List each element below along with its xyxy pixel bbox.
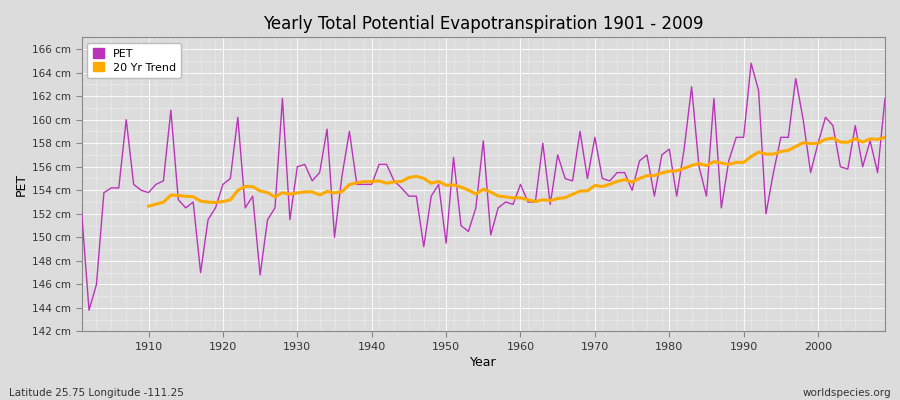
- Line: 20 Yr Trend: 20 Yr Trend: [148, 138, 885, 206]
- Text: worldspecies.org: worldspecies.org: [803, 388, 891, 398]
- Title: Yearly Total Potential Evapotranspiration 1901 - 2009: Yearly Total Potential Evapotranspiratio…: [263, 15, 704, 33]
- 20 Yr Trend: [143, 204, 154, 208]
- 20 Yr Trend: [582, 188, 593, 193]
- PET: [76, 209, 87, 214]
- Legend: PET, 20 Yr Trend: PET, 20 Yr Trend: [87, 43, 182, 78]
- 20 Yr Trend: [314, 192, 325, 197]
- PET: [746, 61, 757, 66]
- PET: [307, 178, 318, 183]
- Text: Latitude 25.75 Longitude -111.25: Latitude 25.75 Longitude -111.25: [9, 388, 184, 398]
- 20 Yr Trend: [523, 197, 534, 202]
- PET: [351, 182, 362, 187]
- X-axis label: Year: Year: [470, 356, 497, 369]
- Y-axis label: PET: PET: [15, 173, 28, 196]
- 20 Yr Trend: [284, 192, 295, 196]
- PET: [84, 308, 94, 313]
- PET: [143, 190, 154, 195]
- PET: [879, 96, 890, 101]
- 20 Yr Trend: [820, 137, 831, 142]
- Line: PET: PET: [82, 63, 885, 310]
- PET: [515, 182, 526, 187]
- 20 Yr Trend: [879, 135, 890, 140]
- PET: [612, 170, 623, 175]
- 20 Yr Trend: [842, 140, 853, 145]
- PET: [523, 200, 534, 204]
